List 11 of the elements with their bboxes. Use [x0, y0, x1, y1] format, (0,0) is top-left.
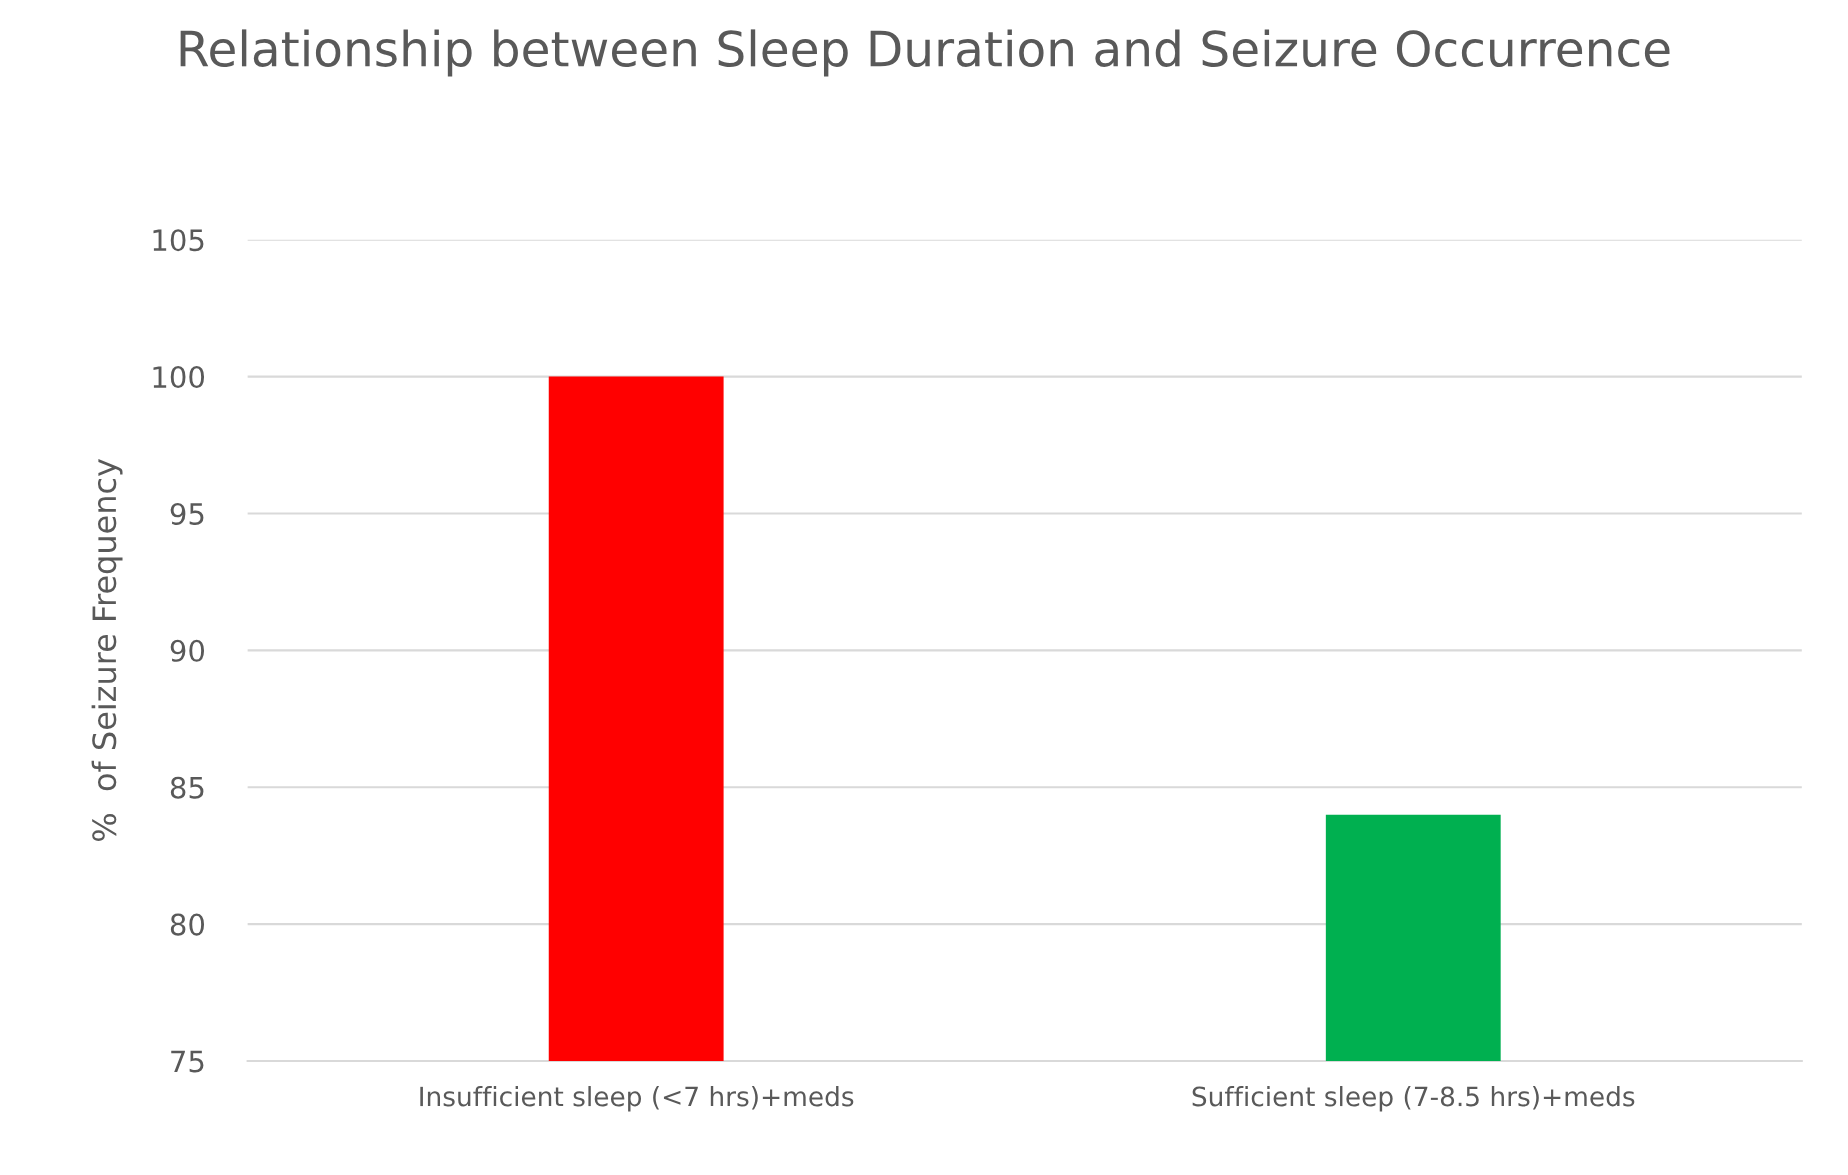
y-tick-label: 85 — [170, 776, 204, 799]
y-tick-label: 95 — [170, 502, 204, 525]
y-tick-label: 105 — [153, 229, 204, 252]
y-tick-label: 75 — [171, 1050, 204, 1073]
y-tick-label: 80 — [170, 913, 205, 936]
y-axis-title: % of Seizure Frequency — [91, 458, 123, 841]
y-tick-label: 100 — [153, 366, 205, 389]
x-tick-label: Insufficient sleep (<7 hrs)+meds — [420, 1086, 854, 1112]
y-tick-label: 90 — [170, 639, 205, 662]
x-tick-label: Sufficient sleep (7-8.5 hrs)+meds — [1192, 1086, 1635, 1112]
chart-title: Relationship between Sleep Duration and Seizure Occurrence — [180, 29, 1670, 77]
